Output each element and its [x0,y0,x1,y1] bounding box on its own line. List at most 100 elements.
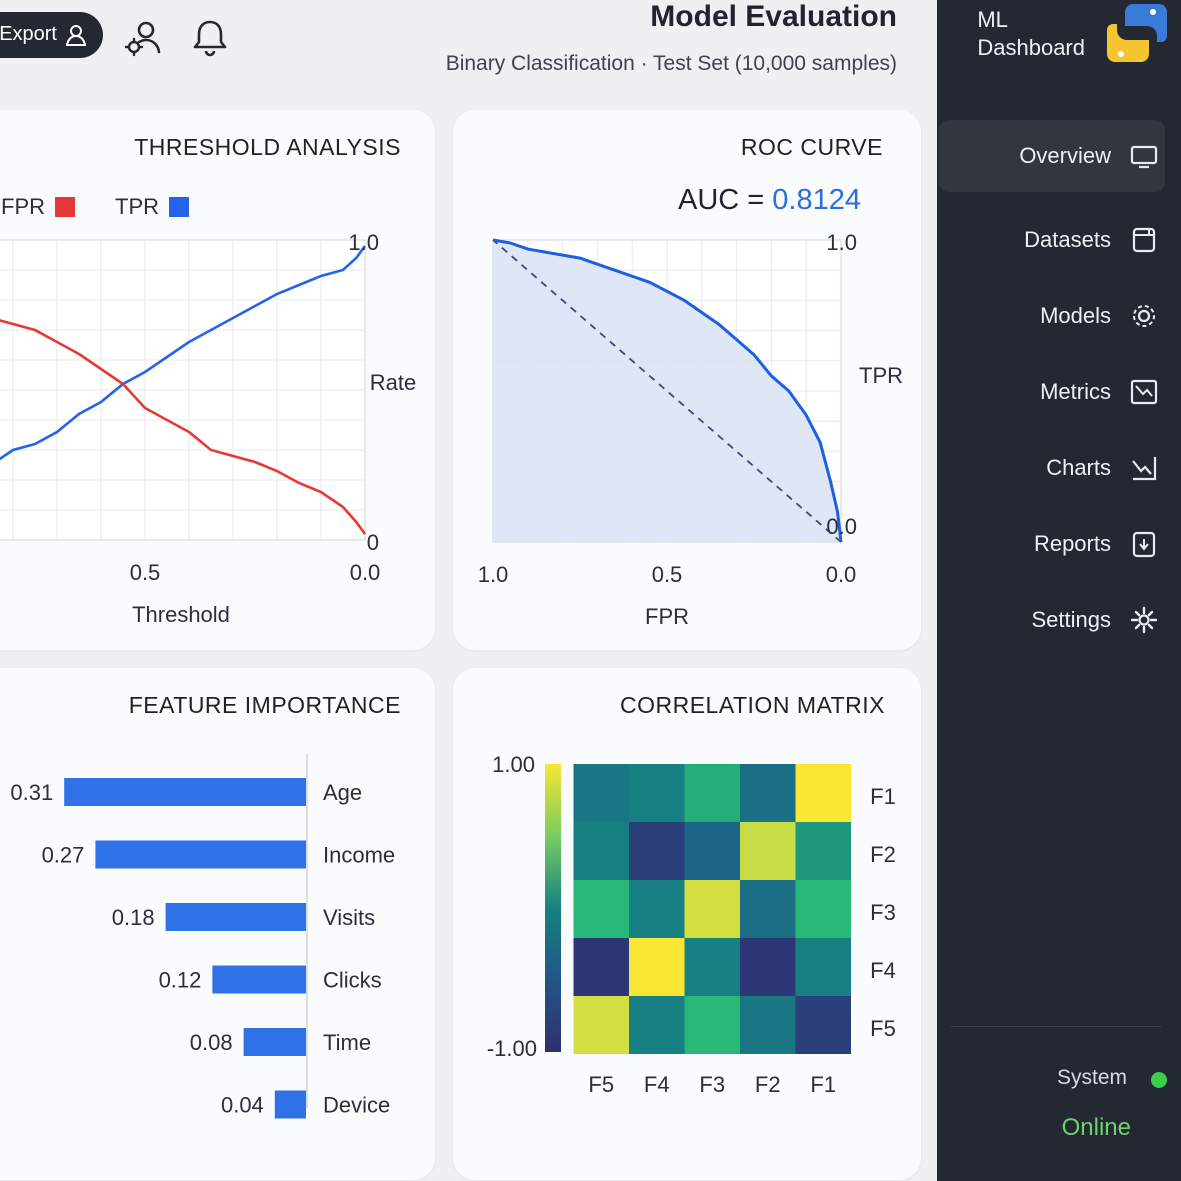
legend-label-fpr: FPR [1,194,45,219]
roc-x-label: FPR [645,604,689,629]
bar-age [64,778,306,806]
cog-icon [1130,606,1158,634]
heatmap-row-label: F2 [870,842,896,867]
sidebar: ML Dashboard Overview Datasets Models Metri… [937,0,1181,1181]
roc-title: ROC CURVE [740,134,883,160]
bar-value-label: 0.12 [159,968,202,993]
heatmap-cell [573,880,629,938]
heatmap-col-label: F3 [699,1072,725,1097]
heatmap-cell [684,822,740,880]
roc-x-tick: 0.0 [826,562,857,587]
sidebar-item-metrics[interactable]: Metrics [939,356,1165,428]
brand-line-1: ML [977,7,1008,32]
heatmap-cell [684,764,740,822]
correlation-heatmap: F1 F2 F3 F4 F5 F1 F2 F3 F4 F5 1.00 -1.00 [487,752,896,1097]
sidebar-item-models[interactable]: Models [939,280,1165,352]
threshold-x-tick: 0.0 [350,560,381,585]
roc-y-tick: 1.0 [826,230,857,255]
roc-curve-line [492,238,843,543]
colorbar-max-label: 1.00 [492,752,535,777]
sidebar-item-label: Charts [1046,455,1111,480]
heatmap-col-label: F4 [644,1072,670,1097]
feature-importance-card: Age 0.31 Income 0.27 Visits 0.18 Clicks 0.12 Tim… [0,668,435,1180]
roc-y-label: TPR [859,363,903,388]
sidebar-item-label: Metrics [1040,379,1111,404]
heatmap-cell [573,822,629,880]
bar-device [274,1090,306,1119]
heatmap-cell [740,880,796,938]
auc-label: AUC = [678,184,773,216]
brand[interactable]: ML Dashboard [941,0,1167,80]
python-logo-icon [1107,4,1167,62]
legend-label-tpr: TPR [115,194,159,219]
roc-area [493,240,841,542]
heatmap-cell [573,996,629,1054]
export-button[interactable]: Export [0,12,103,58]
heatmap-col-label: F5 [588,1072,614,1097]
sidebar-item-label: Datasets [1024,227,1111,252]
sidebar-item-reports[interactable]: Reports [939,508,1165,580]
heatmap-cell [795,822,851,880]
bar-value-label: 0.08 [190,1030,233,1055]
heatmap-cell [573,764,629,822]
heatmap-cell [740,996,796,1054]
report-icon [1132,531,1156,558]
brand-name: ML Dashboard [977,6,1085,62]
auc-value: 0.8124 [772,184,861,216]
user-settings-button[interactable] [121,14,167,60]
status-indicator-dot [1151,1072,1167,1088]
heatmap-cell [629,996,685,1054]
bar-category-label: Income [323,843,395,868]
bell-icon [193,20,227,57]
metrics-icon [1130,379,1158,405]
bar-category-label: Time [323,1030,371,1055]
heatmap-cell [629,938,685,996]
heatmap-cell [795,764,851,822]
sidebar-item-settings[interactable]: Settings [939,584,1165,656]
gear-icon [1133,305,1155,327]
heatmap-row-label: F5 [870,1016,896,1041]
threshold-tpr-line [0,245,367,535]
legend-swatch-fpr [55,197,75,217]
bar-time [243,1028,306,1056]
database-icon [1132,227,1156,253]
line-chart-icon [1132,457,1157,481]
user-icon [65,25,87,46]
heatmap-row-label: F4 [870,958,896,983]
notifications-button[interactable] [187,14,233,60]
status-label: System [1056,1066,1127,1089]
threshold-fpr-line [0,298,367,535]
bar-income [95,840,306,869]
threshold-y-label: Rate [370,370,416,395]
threshold-y-tick: 0 [367,530,379,555]
bar-value-label: 0.18 [112,905,155,930]
sidebar-item-overview[interactable]: Overview [939,120,1165,192]
status-value: Online [1061,1114,1131,1141]
heatmap-cell [573,938,629,996]
page-title: Model Evaluation [650,0,897,33]
sidebar-item-charts[interactable]: Charts [939,432,1165,504]
roc-chance-line [492,239,842,543]
bar-category-label: Clicks [323,968,382,993]
heatmap-cell [740,938,796,996]
heatmap-cell [629,764,685,822]
heatmap-row-label: F3 [870,900,896,925]
sidebar-item-label: Reports [1033,531,1111,556]
sidebar-item-datasets[interactable]: Datasets [939,204,1165,276]
heatmap-cell [740,822,796,880]
bar-category-label: Device [323,1093,390,1118]
threshold-y-tick: 1.0 [348,230,379,255]
bar-category-label: Age [323,780,362,805]
correlation-title: CORRELATION MATRIX [620,692,885,718]
page-subtitle: Binary Classification · Test Set (10,000… [445,52,897,75]
threshold-title: THRESHOLD ANALYSIS [134,134,401,160]
heatmap-cell [684,996,740,1054]
heatmap-cell [684,880,740,938]
correlation-matrix-card: F1 F2 F3 F4 F5 F1 F2 F3 F4 F5 1.00 -1.00 CORRELATIO… [453,668,921,1180]
heatmap-cell [629,880,685,938]
heatmap-cell [684,938,740,996]
legend-swatch-tpr [169,197,189,217]
export-label: Export [0,23,57,45]
